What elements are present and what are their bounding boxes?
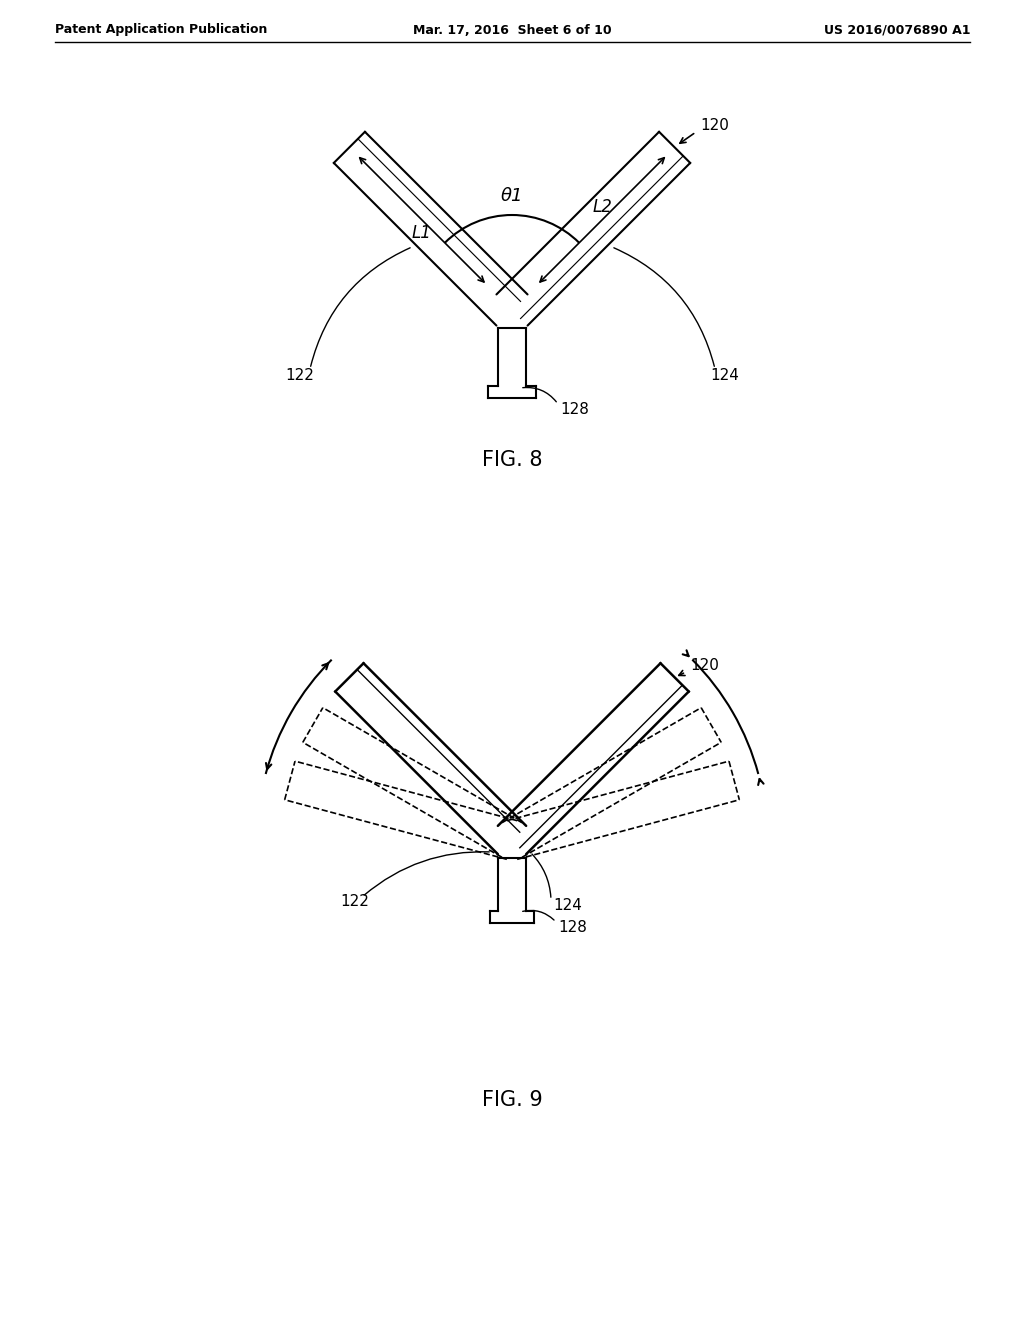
Text: 128: 128 bbox=[560, 403, 589, 417]
Text: US 2016/0076890 A1: US 2016/0076890 A1 bbox=[823, 24, 970, 37]
Text: L2: L2 bbox=[593, 198, 612, 216]
Text: θ1: θ1 bbox=[501, 187, 523, 205]
Text: 120: 120 bbox=[690, 657, 719, 672]
Text: L1: L1 bbox=[412, 223, 431, 242]
Text: 124: 124 bbox=[553, 898, 582, 912]
Text: 120: 120 bbox=[700, 117, 729, 132]
Text: 122: 122 bbox=[341, 895, 370, 909]
Text: 122: 122 bbox=[286, 367, 314, 383]
Text: Patent Application Publication: Patent Application Publication bbox=[55, 24, 267, 37]
Text: 124: 124 bbox=[711, 367, 739, 383]
Text: FIG. 8: FIG. 8 bbox=[481, 450, 543, 470]
Text: 128: 128 bbox=[558, 920, 587, 935]
Text: FIG. 9: FIG. 9 bbox=[481, 1090, 543, 1110]
Text: Mar. 17, 2016  Sheet 6 of 10: Mar. 17, 2016 Sheet 6 of 10 bbox=[413, 24, 611, 37]
